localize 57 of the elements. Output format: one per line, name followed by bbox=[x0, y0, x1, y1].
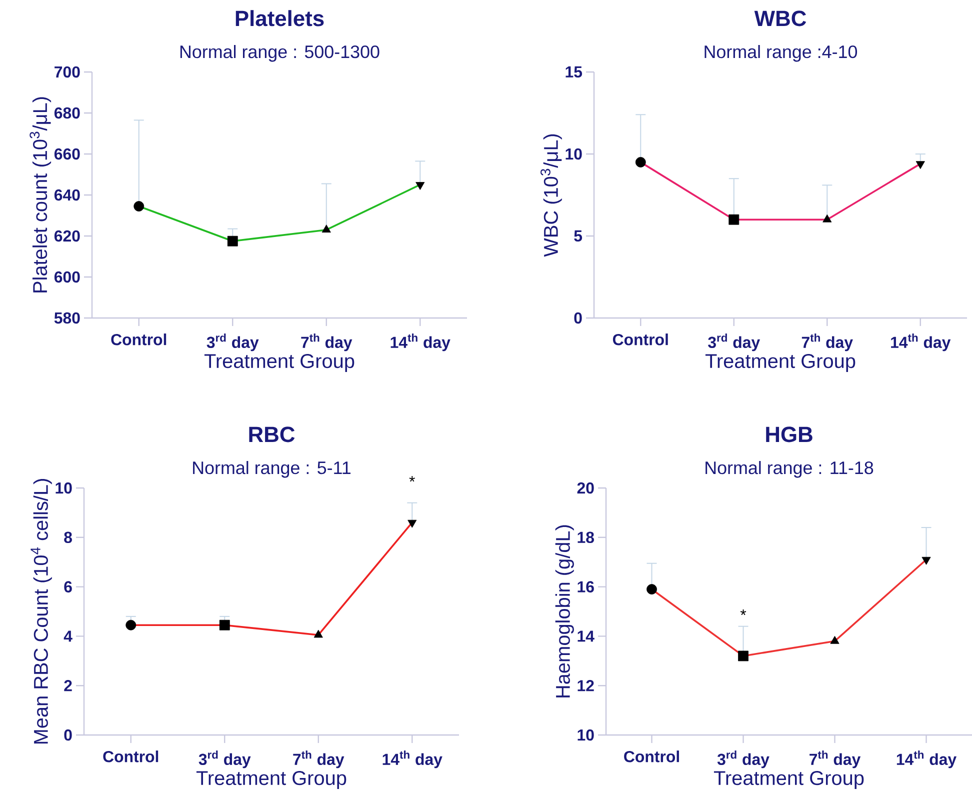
y-tick-label: 4 bbox=[64, 630, 72, 642]
y-tick-label: 6 bbox=[64, 581, 72, 592]
y-tick-label: 5 bbox=[574, 230, 582, 242]
chart-title: HGB bbox=[766, 426, 812, 442]
x-tick-label: 3$^{rd}$ day bbox=[198, 750, 251, 768]
x-tick-label: 3$^{rd}$ day bbox=[717, 750, 770, 768]
y-tick-label: 18 bbox=[578, 532, 594, 544]
y-tick-label: 20 bbox=[577, 482, 594, 494]
x-tick-label: 7$^{th}$ day bbox=[810, 750, 861, 768]
y-tick-label: 10 bbox=[566, 148, 582, 160]
x-axis-title: Treatment Group bbox=[196, 771, 346, 790]
y-tick-label: 640 bbox=[54, 189, 80, 201]
y-tick-label: 660 bbox=[54, 148, 80, 160]
annotation: * bbox=[409, 476, 415, 482]
x-tick-label: Control bbox=[624, 750, 679, 762]
chart-subtitle: Normal range : 5-11 bbox=[193, 461, 350, 478]
y-tick-label: 680 bbox=[54, 107, 80, 119]
x-tick-label: 14$^{th}$ day bbox=[382, 750, 442, 768]
y-tick-label: 8 bbox=[64, 532, 72, 544]
y-tick-label: 700 bbox=[54, 66, 80, 78]
x-axis-title: Treatment Group bbox=[204, 354, 354, 372]
y-axis-title: Platelet count (10$^{3}$/μL) bbox=[30, 97, 52, 292]
x-tick-label: 7$^{th}$ day bbox=[293, 750, 344, 768]
y-tick-label: 14 bbox=[578, 630, 594, 642]
x-tick-label: Control bbox=[612, 334, 668, 346]
y-tick-label: 15 bbox=[566, 66, 582, 78]
chart-title: Platelets bbox=[236, 10, 324, 26]
chart-title: WBC bbox=[754, 10, 806, 26]
x-tick-label: Control bbox=[103, 750, 158, 762]
y-tick-label: 16 bbox=[578, 581, 594, 592]
x-tick-label: 14$^{th}$ day bbox=[891, 334, 951, 352]
chart-title: RBC bbox=[249, 426, 295, 442]
x-tick-label: 7$^{th}$ day bbox=[301, 334, 352, 352]
y-tick-label: 0 bbox=[574, 312, 582, 324]
y-tick-label: 620 bbox=[54, 230, 80, 242]
chart-subtitle: Normal range :4-10 bbox=[704, 44, 858, 62]
y-tick-label: 600 bbox=[54, 271, 80, 283]
chart-subtitle: Normal range : 500-1300 bbox=[180, 44, 380, 62]
x-tick-label: 14$^{th}$ day bbox=[896, 750, 957, 768]
y-tick-label: 0 bbox=[64, 729, 72, 741]
y-tick-label: 2 bbox=[64, 680, 72, 692]
y-tick-label: 10 bbox=[56, 482, 72, 494]
x-tick-label: 7$^{th}$ day bbox=[802, 334, 853, 352]
x-axis-title: Treatment Group bbox=[714, 771, 864, 790]
y-tick-label: 10 bbox=[578, 729, 594, 741]
y-tick-label: 580 bbox=[54, 312, 80, 324]
y-axis-title: WBC (10$^{3}$/μL) bbox=[540, 134, 562, 257]
annotation: * bbox=[740, 609, 746, 616]
x-tick-label: 3$^{rd}$ day bbox=[206, 334, 259, 352]
x-tick-label: 3$^{rd}$ day bbox=[708, 334, 760, 352]
x-tick-label: Control bbox=[111, 334, 166, 346]
x-axis-title: Treatment Group bbox=[705, 354, 856, 372]
x-tick-label: 14$^{th}$ day bbox=[390, 334, 450, 352]
y-axis-title: Mean RBC Count (10$^{4}$ cells/L) bbox=[30, 479, 52, 744]
y-axis-title: Haemoglobin (g/dL) bbox=[555, 525, 574, 698]
chart-subtitle: Normal range : 11-18 bbox=[706, 461, 874, 478]
y-tick-label: 12 bbox=[578, 680, 594, 692]
